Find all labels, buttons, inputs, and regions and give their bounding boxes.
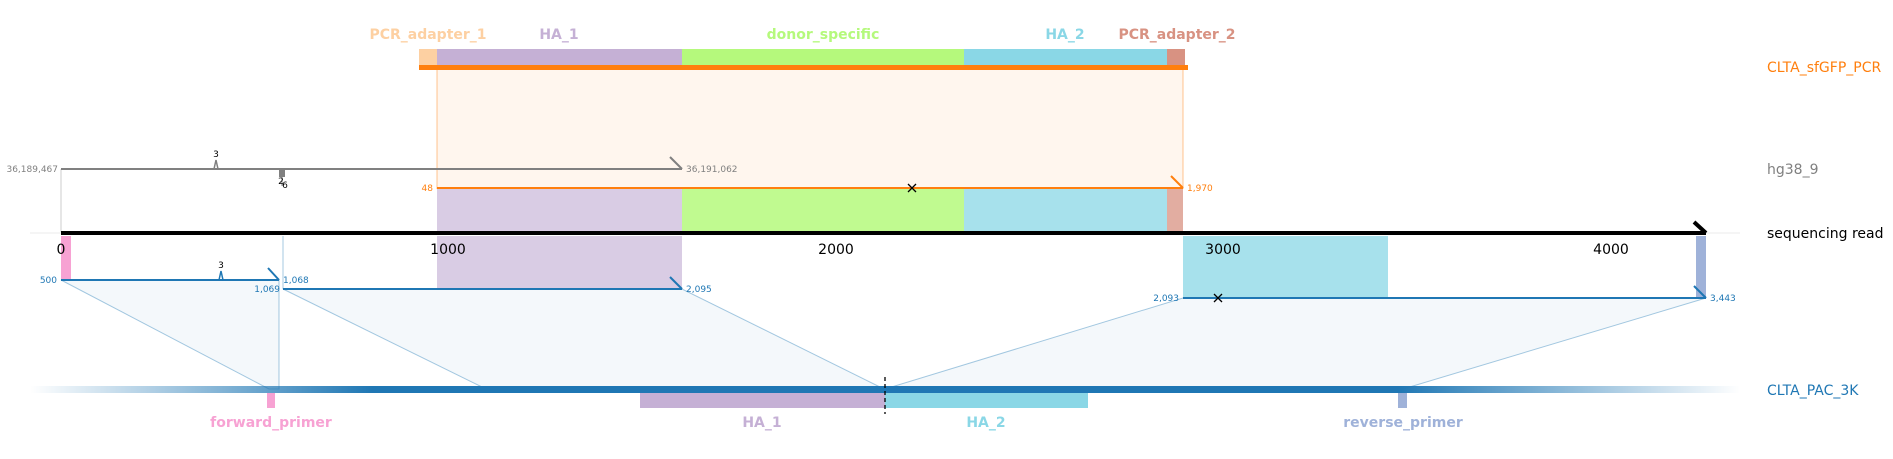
pcr-feature-label-adapter1: PCR_adapter_1 — [369, 27, 486, 43]
read-band-adapter2 — [1167, 189, 1183, 232]
read-band-ha2 — [964, 189, 1167, 232]
donor-feature-label-ha1: HA_1 — [742, 415, 781, 431]
read-tick-1000: 1000 — [430, 242, 466, 258]
pcr-feature-label-donor-specific: donor_specific — [767, 27, 880, 43]
read-tick-2000: 2000 — [818, 242, 854, 258]
read-tick-3000: 3000 — [1205, 242, 1241, 258]
pcr-feature-adapter1 — [419, 49, 437, 66]
donor-alignment-1-insertion-label: 3 — [218, 261, 224, 271]
donor-projection-2 — [282, 288, 885, 390]
target-name-read: sequencing read — [1767, 226, 1883, 242]
donor-alignment-2-end: 2,095 — [686, 285, 712, 295]
donor-projection-1 — [60, 279, 280, 390]
pcr-feature-donor-specific — [682, 49, 964, 66]
donor-feature-forward-primer — [267, 393, 275, 408]
read-tick-0: 0 — [57, 242, 66, 258]
donor-alignment-3-end: 3,443 — [1710, 294, 1736, 304]
pcr-feature-label-adapter2: PCR_adapter_2 — [1118, 27, 1235, 43]
pcr-alignment-start-label: 48 — [422, 184, 434, 194]
read-band-ha1 — [437, 189, 682, 232]
donor-alignment-2-start: 1,069 — [254, 285, 280, 295]
read-tick-4000: 4000 — [1593, 242, 1629, 258]
pcr-mismatch-marker — [907, 183, 917, 193]
donor-target-bar — [30, 386, 1740, 393]
donor-feature-label-forward-primer: forward_primer — [210, 415, 332, 431]
donor-feature-label-ha2: HA_2 — [966, 415, 1005, 431]
donor-alignment-1-end: 1,068 — [283, 276, 309, 286]
pcr-target-bar — [419, 65, 1188, 70]
read-axis-end-cap — [1692, 220, 1708, 235]
genome-alignment-end-cap — [669, 156, 683, 170]
pcr-feature-label-ha2: HA_2 — [1045, 27, 1084, 43]
donor-alignment-1-start: 500 — [40, 276, 57, 286]
pcr-feature-adapter2 — [1167, 49, 1185, 66]
donor-alignment-3-end-cap — [1693, 285, 1707, 299]
pcr-alignment-end-label: 1,970 — [1187, 184, 1213, 194]
pcr-alignment-end-cap — [1170, 175, 1184, 189]
read-band-ha2-donor — [1183, 236, 1388, 298]
donor-feature-ha1 — [640, 393, 885, 408]
genome-insertion-marker — [213, 159, 219, 170]
genome-deletion-label-b: 6 — [282, 181, 288, 191]
donor-alignment-3-mismatch — [1213, 293, 1223, 303]
donor-alignment-2-end-cap — [669, 276, 683, 290]
pcr-feature-ha1 — [437, 49, 682, 66]
donor-projection-3 — [884, 297, 1707, 390]
genome-deletion-label-a: 2 — [278, 177, 284, 187]
genome-end-label: 36,191,062 — [686, 165, 738, 175]
read-band-donor-specific — [682, 189, 964, 232]
pcr-feature-label-ha1: HA_1 — [539, 27, 578, 43]
donor-alignment-1-insertion — [218, 270, 224, 281]
pcr-feature-ha2 — [964, 49, 1167, 66]
donor-feature-label-reverse-primer: reverse_primer — [1343, 415, 1463, 431]
target-name-pcr: CLTA_sfGFP_PCR — [1767, 60, 1881, 76]
donor-feature-ha2 — [885, 393, 1088, 408]
genome-start-label: 36,189,467 — [6, 165, 58, 175]
genome-deletion-marker — [279, 169, 285, 177]
genome-insertion-label: 3 — [213, 150, 219, 160]
pcr-region-shade — [437, 67, 1183, 189]
donor-alignment-1-end-cap — [267, 267, 280, 281]
read-band-ha1-donor — [437, 236, 682, 288]
target-name-genome: hg38_9 — [1767, 162, 1818, 178]
donor-alignment-3-start: 2,093 — [1153, 294, 1179, 304]
donor-feature-reverse-primer — [1398, 393, 1407, 408]
target-name-donor: CLTA_PAC_3K — [1767, 383, 1859, 399]
read-band-reverse-primer — [1696, 236, 1706, 298]
read-band-forward-primer — [61, 236, 71, 280]
